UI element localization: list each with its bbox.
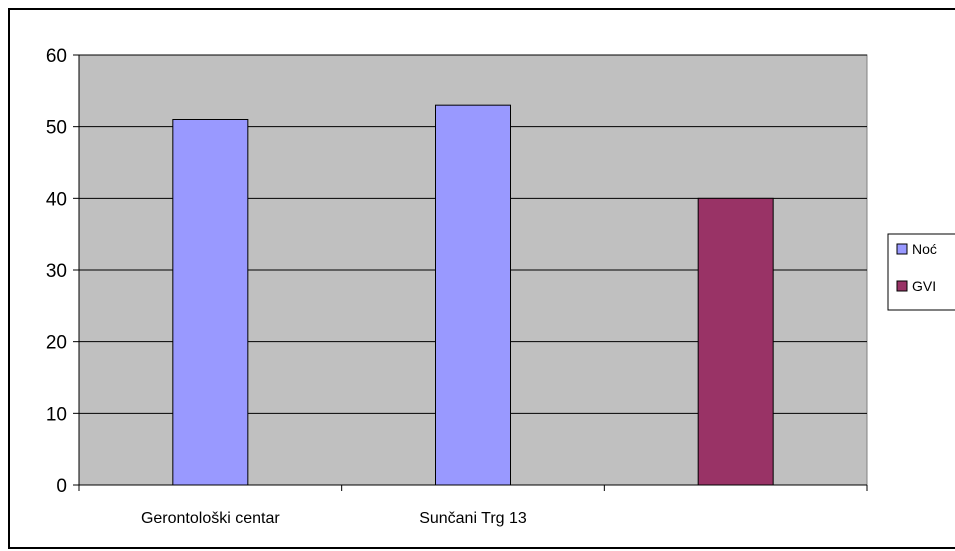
y-tick-label: 20 [46,333,67,354]
legend-swatch [896,280,908,292]
x-category-label: Gerontološki centar [141,510,280,527]
y-tick-label: 40 [46,189,67,210]
y-tick-label: 0 [56,476,67,497]
x-category-label: Sunčani Trg 13 [419,510,527,527]
y-tick-label: 60 [46,46,67,67]
legend-swatch [896,243,908,255]
labels: 0 10 20 30 40 50 60 Gerontološki centar Sunčani … [46,46,527,527]
y-tick-label: 30 [46,261,67,282]
bars [172,104,774,486]
y-tick-label: 50 [46,118,67,139]
legend-label: GVI [912,278,936,294]
bar-gvi [697,197,774,486]
legend-label: Noć [912,241,937,257]
legend: Noć GVI [887,233,955,311]
bar-no- [172,119,249,486]
y-tick-label: 10 [46,404,67,425]
bar-no- [435,104,511,486]
